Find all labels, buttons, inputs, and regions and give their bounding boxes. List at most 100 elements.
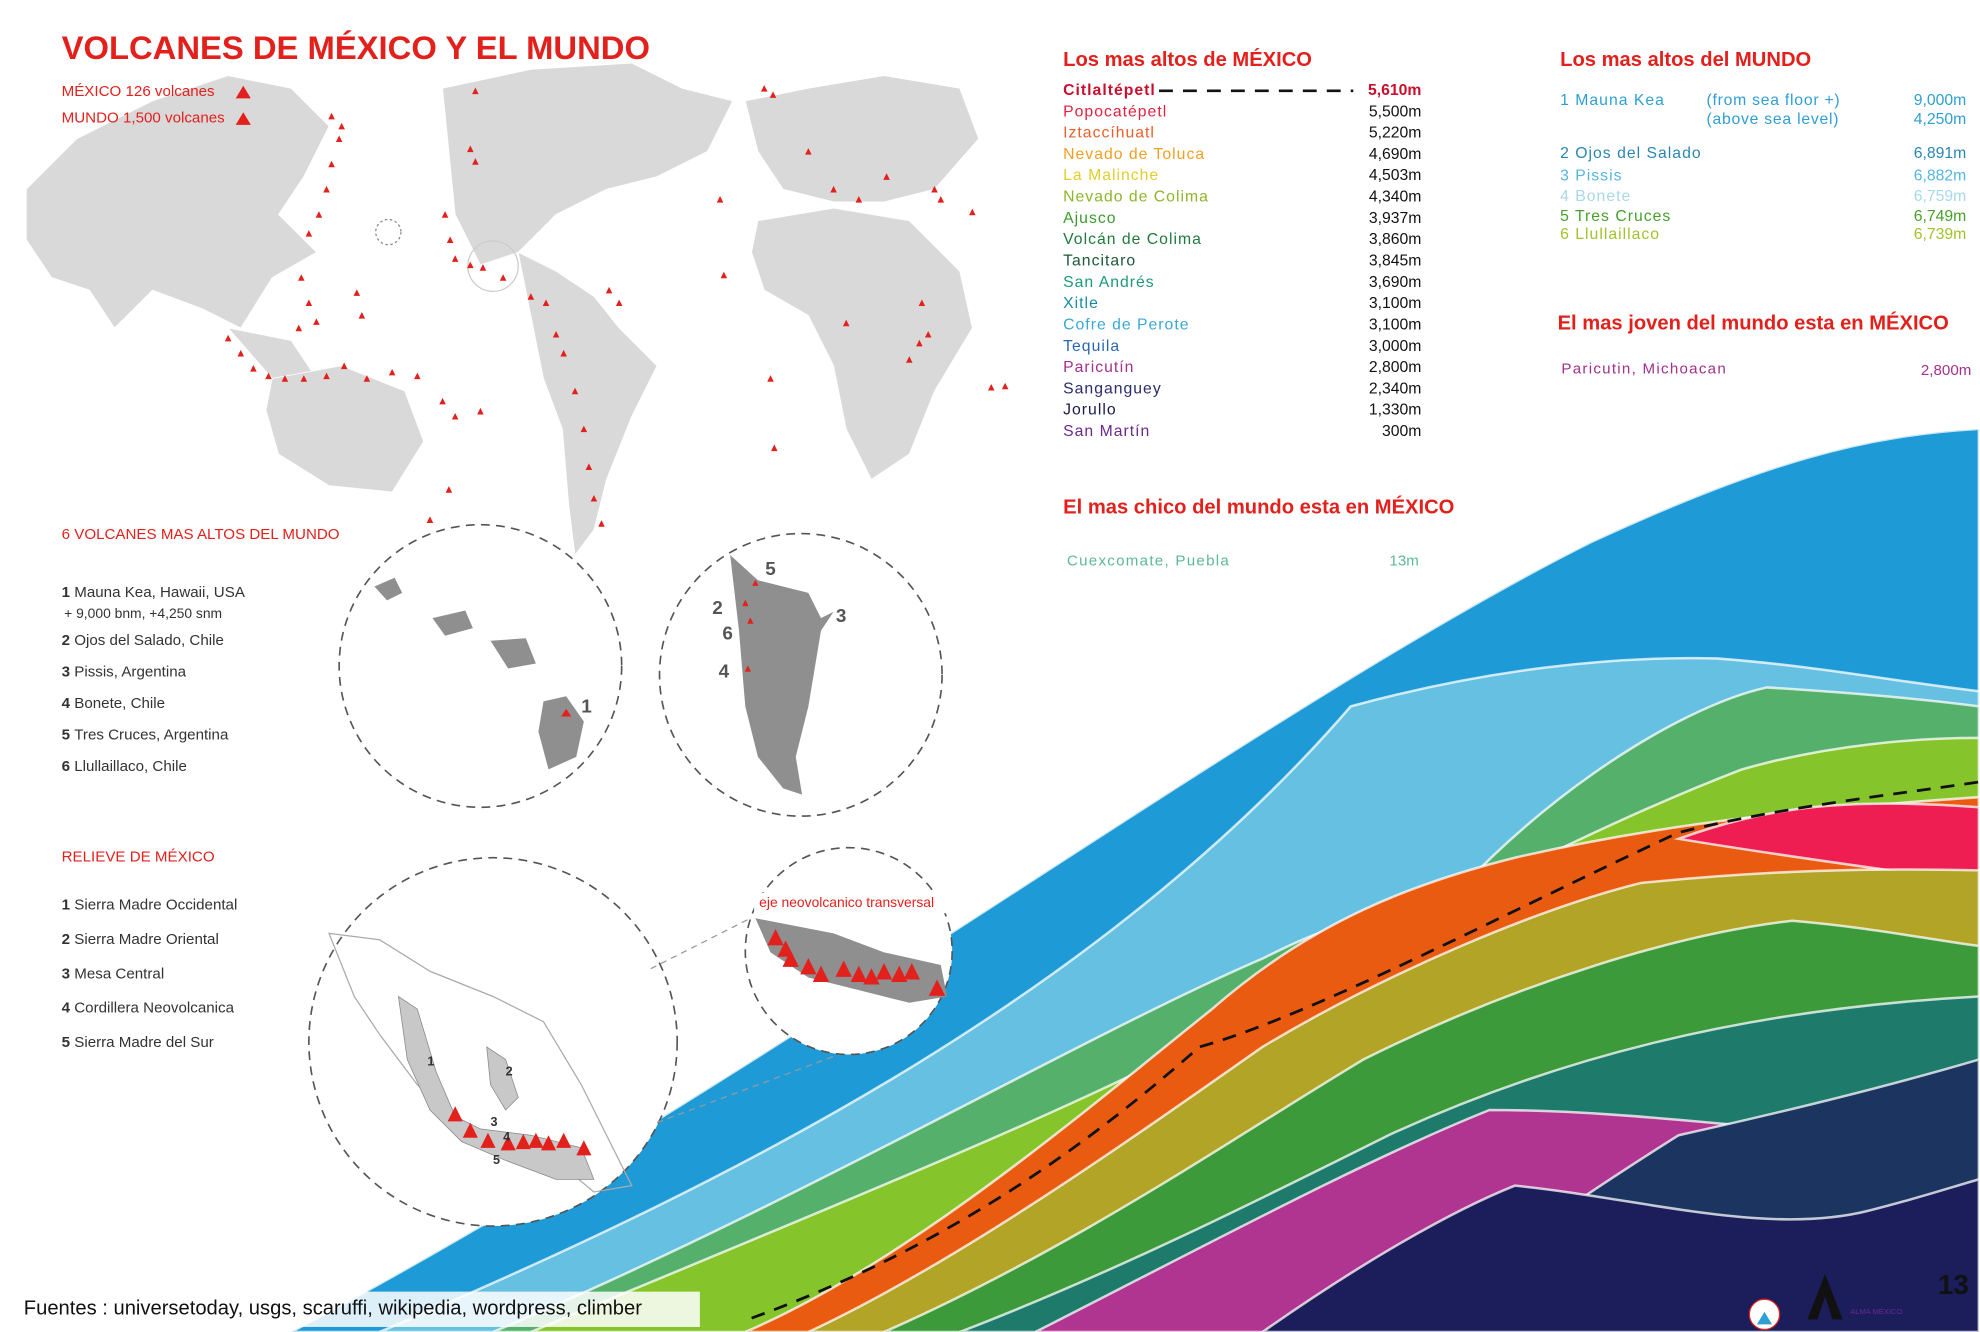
volcano-icon [720,271,728,279]
section-title: 6 VOLCANES MAS ALTOS DEL MUNDO [62,526,340,543]
legend-icon [235,112,251,125]
volcano-icon [358,312,366,319]
volcano-name: 1 Mauna Kea [1560,92,1665,109]
volcano-icon [499,274,507,281]
volcano-height: 3,845m [1369,253,1422,270]
volcano-height: 3,860m [1369,231,1422,248]
volcano-icon [918,299,926,307]
mexico-relief [486,1046,519,1111]
item-text: Ojos del Salado, Chile [74,632,224,649]
volcano-icon [426,516,434,523]
item-text: Sierra Madre Oriental [74,931,219,948]
item-number: 1 [62,897,70,914]
volcano-icon [560,349,567,357]
volcano-icon [338,122,345,130]
volcano-icon [451,255,459,262]
volcano-icon [328,112,335,120]
item-number: 4 [62,1000,71,1017]
mexico-volcanoes [447,1106,592,1156]
hawaii-circle [338,523,623,809]
volcano-icon [298,274,305,281]
volcano-icon [467,261,474,269]
legend-icon [235,85,251,99]
volcano-name: Jorullo [1063,402,1116,419]
volcano-icon [556,1132,572,1148]
volcano-name: Ajusco [1063,210,1116,227]
volcano-icon [875,963,893,980]
volcano-icon [323,372,330,380]
relief-labels: 1 2 345 [427,1054,512,1166]
world-map [25,62,1009,556]
volcano-height: 300m [1382,423,1421,440]
volcano-name: 6 Llullaillaco [1560,226,1660,243]
volcano-icon [388,368,396,376]
volcano-icon [916,339,923,347]
volcano-icon [441,211,449,218]
volcano-height: 1,330m [1369,402,1422,419]
legend-label: MÉXICO 126 volcanes [62,83,215,100]
volcano-icon [447,1106,463,1122]
volcano-icon [767,375,774,382]
volcano-height: 3,690m [1369,274,1422,291]
logo-text: ALMA MÉXICO [1850,1307,1902,1316]
volcano-name: 5 Tres Cruces [1560,208,1671,225]
volcano-icon [472,158,479,165]
volcano-icon [540,1135,557,1151]
citlaltepetl-line [751,780,1980,1320]
volcano-icon [771,444,778,452]
volcano-height: 3,937m [1369,210,1422,227]
volcano-note: (from sea floor +) [1706,92,1840,109]
map-label: 2 [712,598,723,619]
volcano-height: 5,500m [1369,103,1422,120]
volcano-name: Cofre de Perote [1063,316,1189,333]
volcano-icon [224,334,232,342]
volcano-icon [313,318,320,325]
marker-ring [375,218,402,246]
volcano-note: (above sea level) [1706,111,1839,128]
volcano-name: Volcán de Colima [1063,231,1202,248]
volcano-icon [237,349,245,357]
volcano-icon [323,185,330,193]
volcano-icon [477,407,484,415]
volcano-icon [414,372,421,380]
volcano-icon [590,494,598,502]
volcano-name: San Martín [1063,423,1150,440]
world-list: 1 Mauna Kea (from sea floor +) (above sea … [1560,92,1966,243]
map-label: 1 [581,697,592,718]
volcano-icon [903,963,920,980]
sources: Fuentes : universetoday, usgs, scaruffi,… [24,1298,642,1320]
volcano-name: Paricutin, Michoacan [1561,361,1727,378]
volcano-name: Nevado de Toluca [1063,146,1205,163]
volcano-icon [335,135,343,143]
volcano-height: 9,000m [1914,92,1967,109]
item-number: 2 [62,632,70,649]
volcano-name: San Andrés [1063,274,1155,291]
volcano-icon [742,599,749,607]
volcano-name: 4 Bonete [1560,188,1631,205]
map-label: 6 [722,623,733,644]
item-number: 4 [62,695,71,712]
volcano-icon [615,299,623,307]
map-label: 5 [765,559,776,580]
volcano-icon [353,289,361,296]
volcano-icon [760,85,768,92]
volcano-icon [863,968,880,985]
item-number: 2 [62,931,70,948]
volcano-height: 4,250m [1914,111,1967,128]
volcano-icon [281,375,289,382]
volcano-icon [1001,382,1009,390]
volcano-name: Paricutín [1063,359,1134,376]
logo-icon [1756,1311,1773,1325]
item-text: Mesa Central [74,965,164,982]
volcano-height: 6,739m [1914,226,1967,243]
volcano-name: Popocatépetl [1063,103,1167,120]
mountain-layers [290,427,1980,1332]
map-label: 2 [506,1064,513,1078]
volcano-icon [987,383,995,391]
andes-region [730,555,834,795]
landmass [751,207,973,480]
volcano-icon [744,665,751,672]
volcano-icon [446,236,454,243]
